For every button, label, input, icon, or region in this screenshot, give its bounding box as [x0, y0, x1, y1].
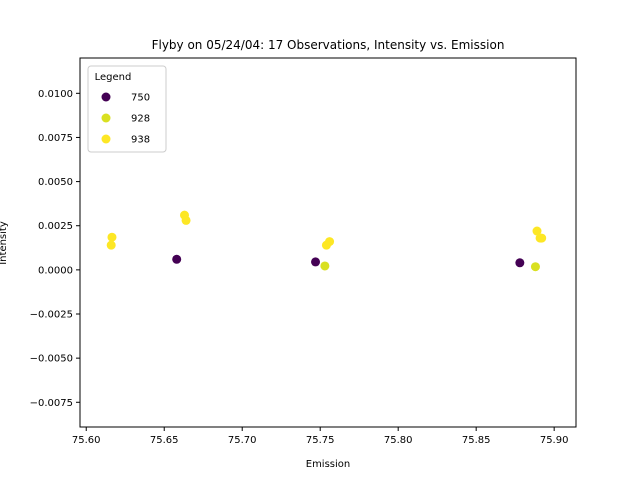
chart-title: Flyby on 05/24/04: 17 Observations, Inte…: [152, 38, 505, 52]
legend: Legend 750 928 938: [87, 65, 167, 153]
y-tick-label: 0.0050: [38, 177, 73, 188]
data-point-750: [515, 258, 525, 268]
x-tick-label: 75.75: [306, 435, 335, 446]
y-tick-label: 0.0000: [38, 265, 73, 276]
y-tick-label: 0.0025: [38, 221, 73, 232]
y-tick-label: 0.0075: [38, 133, 73, 144]
y-tick-label: −0.0050: [30, 354, 73, 365]
x-tick-label: 75.60: [72, 435, 101, 446]
legend-marker-938: [101, 134, 111, 144]
y-tick-label: −0.0075: [30, 398, 73, 409]
plot-frame: [79, 57, 577, 428]
data-point-938: [106, 240, 116, 250]
data-point-750: [311, 257, 321, 267]
data-point-938: [181, 215, 191, 225]
y-tick-label: −0.0025: [30, 310, 73, 321]
x-axis-label: Emission: [306, 459, 351, 470]
x-tick-label: 75.85: [462, 435, 491, 446]
legend-marker-750: [101, 92, 111, 102]
legend-marker-928: [101, 113, 111, 123]
x-tick-label: 75.65: [150, 435, 179, 446]
data-point-928: [320, 261, 330, 271]
axes-layer: 75.60 75.65 75.70 75.75 75.80 75.85 75.90 −0.00…: [30, 89, 569, 446]
data-point-938: [537, 233, 547, 243]
x-tick-label: 75.90: [540, 435, 569, 446]
marks-layer: [106, 210, 547, 272]
data-point-928: [530, 262, 540, 272]
legend-entry-label: 938: [131, 135, 150, 146]
legend-entry-label: 750: [131, 93, 150, 104]
legend-entry-label: 928: [131, 114, 150, 125]
data-point-750: [172, 254, 182, 264]
data-point-938: [532, 226, 542, 236]
y-tick-label: 0.0100: [38, 89, 73, 100]
data-point-938: [325, 237, 335, 247]
x-tick-label: 75.80: [384, 435, 413, 446]
legend-title: Legend: [95, 72, 132, 83]
x-tick-label: 75.70: [228, 435, 257, 446]
legend-box: [87, 65, 167, 153]
y-axis-label: Intensity: [0, 221, 9, 265]
data-point-938: [107, 232, 117, 242]
